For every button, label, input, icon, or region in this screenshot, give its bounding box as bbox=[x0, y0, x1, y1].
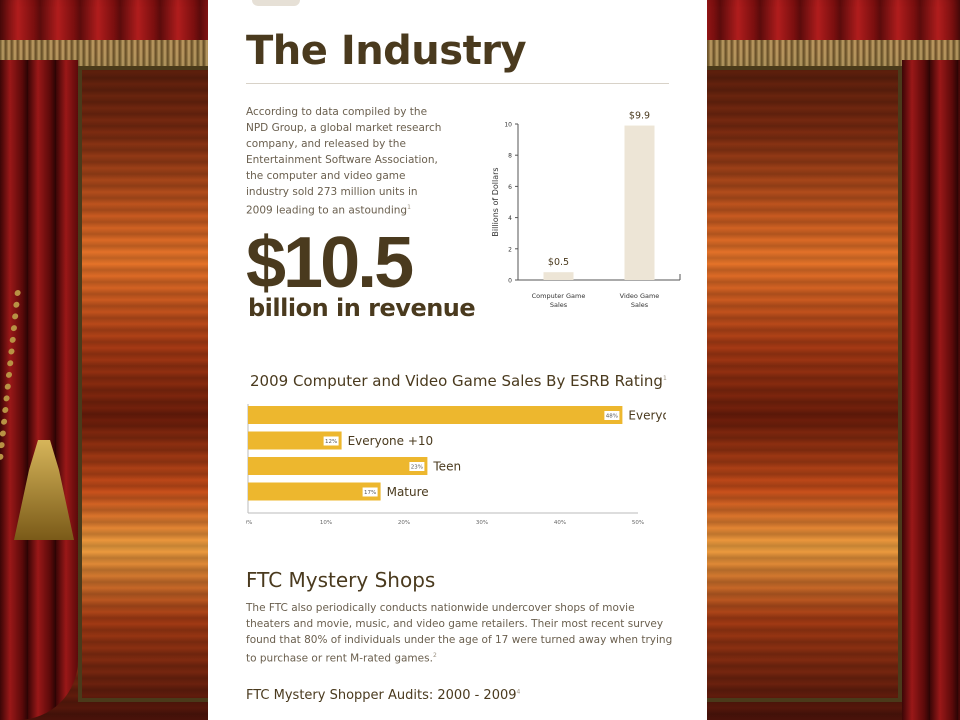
content-panel: The Industry According to data compiled … bbox=[208, 0, 707, 720]
ftc-audits-title-text: FTC Mystery Shopper Audits: 2000 - 2009 bbox=[246, 688, 517, 703]
curtain-right bbox=[902, 60, 960, 720]
esrb-label-box bbox=[362, 487, 378, 497]
x-tick-label: 40% bbox=[554, 520, 566, 526]
esrb-data-label: 48% bbox=[606, 414, 618, 420]
esrb-label-box bbox=[604, 411, 620, 420]
esrb-data-label: 23% bbox=[411, 465, 423, 471]
category-label: Video Game bbox=[620, 292, 660, 300]
y-tick-label: 0 bbox=[508, 278, 512, 285]
esrb-footnote-ref[interactable]: 1 bbox=[662, 375, 667, 382]
esrb-label-box bbox=[409, 462, 425, 471]
ftc-section-title: FTC Mystery Shops bbox=[246, 568, 436, 592]
ftc-body-text: The FTC also periodically conducts natio… bbox=[246, 602, 673, 665]
esrb-bar bbox=[248, 431, 342, 450]
y-tick-label: 2 bbox=[508, 246, 512, 253]
curtain-left bbox=[0, 60, 78, 720]
x-tick-label: 0% bbox=[246, 520, 252, 526]
esrb-bar bbox=[248, 482, 381, 501]
x-tick-label: 10% bbox=[320, 520, 332, 526]
title-divider bbox=[246, 83, 669, 84]
x-tick-label: 50% bbox=[632, 520, 644, 526]
x-tick-label: 30% bbox=[476, 520, 488, 526]
esrb-label-box bbox=[323, 436, 339, 446]
esrb-data-label: 17% bbox=[364, 490, 376, 496]
category-label: Sales bbox=[550, 301, 568, 309]
stage-frame-right bbox=[706, 66, 902, 702]
revenue-caption: billion in revenue bbox=[248, 294, 476, 322]
y-tick-label: 10 bbox=[504, 122, 512, 129]
category-label: Sales bbox=[631, 301, 649, 309]
esrb-category-label: Mature bbox=[387, 485, 429, 499]
esrb-data-label: 12% bbox=[325, 439, 337, 445]
category-label: Computer Game bbox=[532, 292, 586, 300]
revenue-bar bbox=[624, 125, 655, 280]
intro-footnote-ref[interactable]: 1 bbox=[407, 204, 411, 211]
revenue-figure: $10.5 bbox=[246, 223, 414, 303]
esrb-bar-chart: 0% 10% 20% 30% 40% 50% 48% Everyone 12% Everyone … bbox=[246, 404, 666, 526]
intro-paragraph: According to data compiled by the NPD Gr… bbox=[246, 104, 446, 219]
esrb-bar bbox=[248, 406, 623, 424]
revenue-bar bbox=[543, 272, 574, 280]
esrb-category-label: Teen bbox=[432, 460, 461, 474]
stage-frame-left bbox=[78, 66, 208, 702]
esrb-category-label: Everyone +10 bbox=[348, 434, 434, 448]
revenue-data-label: $0.5 bbox=[548, 257, 569, 268]
esrb-chart-title: 2009 Computer and Video Game Sales By ES… bbox=[250, 372, 667, 390]
ftc-paragraph: The FTC also periodically conducts natio… bbox=[246, 600, 674, 667]
revenue-bar-chart: 0 2 4 6 8 10 Billions of Dollars $0.5 Computer G… bbox=[491, 111, 681, 309]
ftc-footnote-ref[interactable]: 2 bbox=[432, 652, 437, 659]
intro-text: According to data compiled by the NPD Gr… bbox=[246, 106, 442, 217]
x-tick-label: 20% bbox=[398, 520, 410, 526]
y-tick-label: 4 bbox=[508, 215, 512, 222]
esrb-bar bbox=[248, 457, 428, 475]
esrb-chart-title-text: 2009 Computer and Video Game Sales By ES… bbox=[250, 372, 663, 390]
esrb-category-label: Everyone bbox=[628, 409, 666, 423]
page-title: The Industry bbox=[246, 28, 527, 74]
y-tick-label: 6 bbox=[508, 184, 512, 191]
y-tick-label: 8 bbox=[508, 153, 512, 160]
y-axis-label: Billions of Dollars bbox=[491, 167, 500, 236]
audits-footnote-ref[interactable]: 4 bbox=[516, 688, 521, 696]
ftc-audits-title: FTC Mystery Shopper Audits: 2000 - 20094 bbox=[246, 688, 520, 703]
revenue-data-label: $9.9 bbox=[629, 111, 650, 122]
logo-fragment bbox=[252, 0, 300, 6]
